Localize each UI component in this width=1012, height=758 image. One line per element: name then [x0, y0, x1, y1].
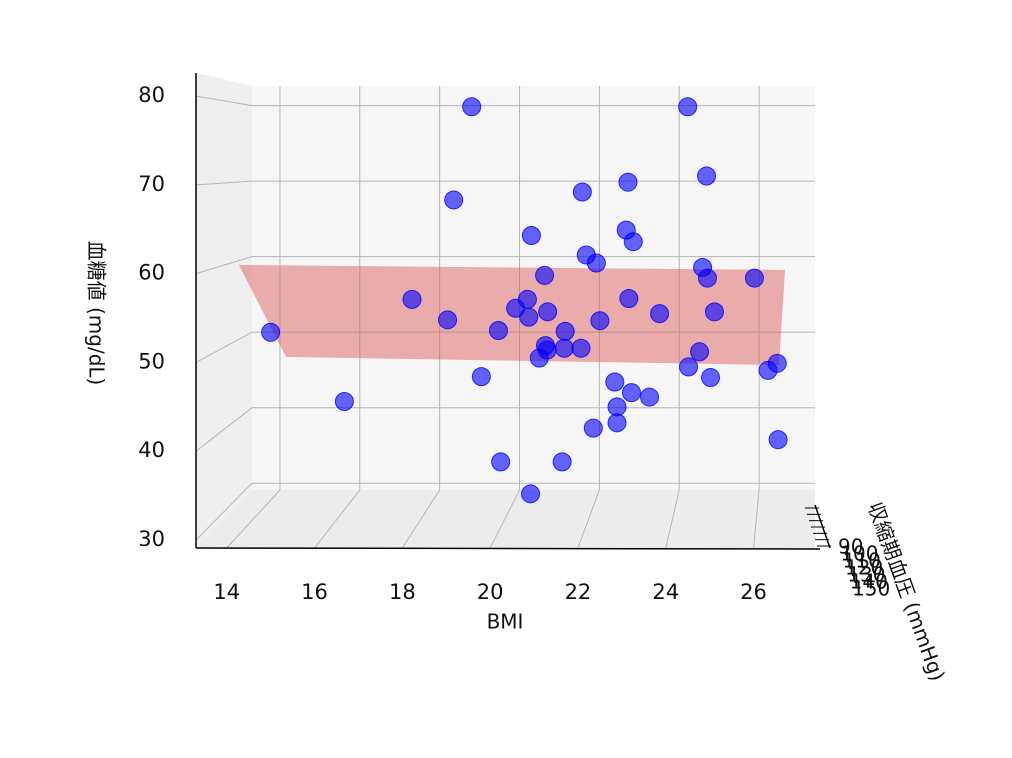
point — [571, 338, 591, 358]
point — [554, 338, 574, 358]
point — [261, 322, 281, 342]
grid-line — [226, 489, 281, 549]
grid-line — [195, 180, 253, 186]
points — [261, 97, 788, 504]
point — [535, 265, 555, 285]
point — [519, 307, 539, 327]
x-axis-line — [195, 547, 821, 550]
point — [607, 413, 627, 433]
point — [605, 372, 625, 392]
grid-line — [195, 482, 253, 541]
x-tick-label: 18 — [389, 580, 416, 604]
point — [529, 348, 549, 368]
point — [488, 320, 508, 340]
grid — [195, 86, 831, 549]
point — [590, 311, 610, 331]
back-pane — [252, 86, 815, 490]
point — [697, 166, 717, 186]
point — [701, 368, 721, 388]
point — [678, 97, 698, 117]
point — [506, 298, 526, 318]
z-tick-label: 150 — [852, 577, 890, 601]
point — [521, 484, 541, 504]
x-tick-label: 16 — [301, 580, 328, 604]
point — [444, 190, 464, 210]
point — [618, 172, 638, 192]
point — [679, 357, 699, 377]
point — [438, 310, 458, 330]
x-tick-label: 24 — [652, 580, 679, 604]
point — [619, 289, 639, 309]
point — [462, 97, 482, 117]
point — [572, 182, 592, 202]
z-tick-label: 140 — [850, 570, 888, 594]
y-tick-label: 40 — [138, 438, 165, 462]
y-tick-label: 80 — [138, 83, 165, 107]
point — [744, 268, 764, 288]
z-axis-line — [814, 504, 831, 549]
point — [555, 321, 575, 341]
grid-line — [195, 331, 253, 363]
point — [758, 360, 778, 380]
point — [768, 430, 788, 450]
grid-line — [195, 95, 253, 107]
left-pane — [196, 73, 252, 548]
grid-line — [489, 489, 520, 549]
grid-line — [577, 489, 600, 549]
z-tick-label: 130 — [847, 563, 885, 587]
grid-line — [753, 489, 760, 549]
point — [538, 302, 558, 322]
grid-line — [195, 256, 253, 275]
y-tick-label: 50 — [138, 349, 165, 373]
z-tick-label: 110 — [843, 549, 881, 573]
point — [623, 232, 643, 252]
point — [583, 418, 603, 438]
grid-line — [665, 489, 680, 549]
x-tick-label: 26 — [740, 580, 767, 604]
point — [471, 367, 491, 387]
x-tick-label: 20 — [477, 580, 504, 604]
labels: 14 16 18 20 22 24 26 30 40 50 60 70 80 90100110120130… — [138, 83, 890, 604]
point — [639, 387, 659, 407]
point — [334, 392, 354, 412]
grid-line — [401, 489, 441, 549]
z-tick-label: 100 — [840, 542, 878, 566]
y-tick-label: 30 — [138, 527, 165, 551]
point — [402, 289, 422, 309]
point — [650, 304, 670, 324]
point — [586, 253, 606, 273]
floor-pane — [196, 490, 815, 548]
grid-line — [195, 407, 253, 452]
y-axis-label: 血糖値 (mg/dL) — [85, 241, 109, 386]
point — [690, 342, 710, 362]
point — [521, 225, 541, 245]
y-tick-label: 70 — [138, 172, 165, 196]
point — [697, 268, 717, 288]
z-tick-label: 120 — [845, 556, 883, 580]
point — [704, 302, 724, 322]
point — [552, 452, 572, 472]
x-tick-label: 22 — [565, 580, 592, 604]
x-axis-label: BMI — [487, 610, 524, 634]
point — [491, 452, 511, 472]
point — [621, 383, 641, 403]
grid-line — [314, 489, 361, 549]
z-tick-label: 90 — [838, 535, 863, 559]
point — [607, 397, 627, 417]
y-tick-label: 60 — [138, 261, 165, 285]
x-tick-label: 14 — [213, 580, 240, 604]
